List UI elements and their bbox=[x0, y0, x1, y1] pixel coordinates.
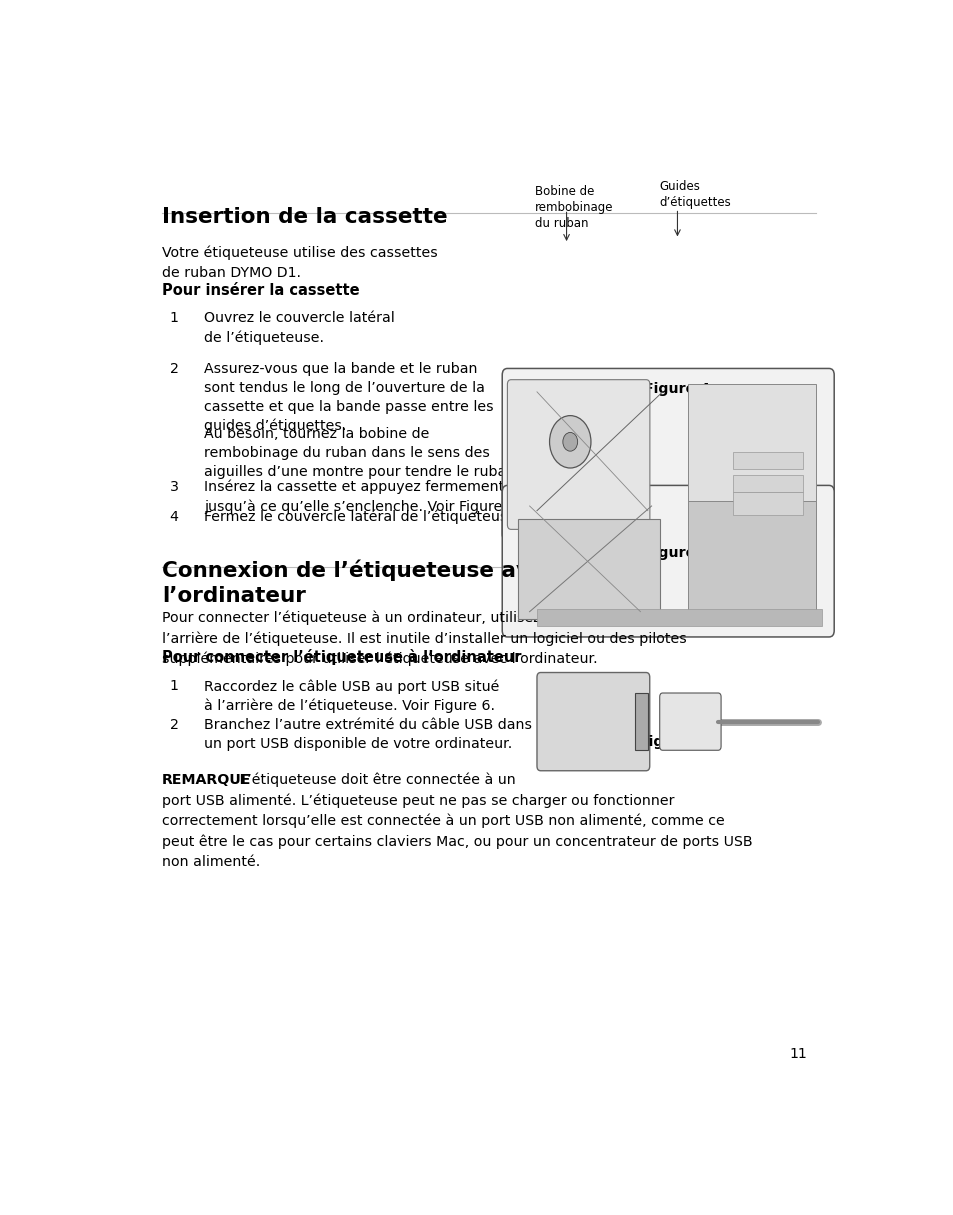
FancyBboxPatch shape bbox=[501, 486, 833, 637]
Text: Branchez l’autre extrémité du câble USB dans
un port USB disponible de votre ord: Branchez l’autre extrémité du câble USB … bbox=[204, 718, 532, 751]
FancyBboxPatch shape bbox=[537, 673, 649, 770]
FancyBboxPatch shape bbox=[659, 693, 720, 750]
Circle shape bbox=[562, 433, 577, 451]
Text: supplémentaires pour utiliser l’étiqueteuse avec l’ordinateur.: supplémentaires pour utiliser l’étiquete… bbox=[162, 652, 598, 667]
Text: 1: 1 bbox=[170, 311, 178, 326]
Text: l’ordinateur: l’ordinateur bbox=[162, 586, 306, 605]
Bar bbox=[687, 502, 816, 621]
Text: 11: 11 bbox=[788, 1047, 806, 1061]
Text: non alimenté.: non alimenté. bbox=[162, 855, 260, 869]
Bar bbox=[732, 475, 802, 492]
Text: Figure 4: Figure 4 bbox=[644, 382, 710, 396]
FancyBboxPatch shape bbox=[501, 368, 833, 541]
Text: Connexion de l’étiqueteuse avec: Connexion de l’étiqueteuse avec bbox=[162, 559, 557, 581]
Text: REMARQUE: REMARQUE bbox=[162, 773, 252, 786]
Text: Insertion de la cassette: Insertion de la cassette bbox=[162, 207, 447, 227]
Text: 4: 4 bbox=[170, 510, 178, 524]
Bar bbox=[687, 384, 816, 525]
Text: Insérez la cassette et appuyez fermement
jusqu’à ce qu’elle s’enclenche. Voir Fi: Insérez la cassette et appuyez fermement… bbox=[204, 480, 520, 514]
Text: Votre étiqueteuse utilise des cassettes: Votre étiqueteuse utilise des cassettes bbox=[162, 245, 437, 260]
Text: correctement lorsqu’elle est connectée à un port USB non alimenté, comme ce: correctement lorsqu’elle est connectée à… bbox=[162, 814, 724, 829]
Text: Pour connecter l’étiqueteuse à l’ordinateur: Pour connecter l’étiqueteuse à l’ordinat… bbox=[162, 649, 521, 665]
Text: Raccordez le câble USB au port USB situé
à l’arrière de l’étiqueteuse. Voir Figu: Raccordez le câble USB au port USB situé… bbox=[204, 679, 499, 713]
Bar bbox=[537, 609, 821, 626]
Circle shape bbox=[549, 416, 590, 468]
Text: 2: 2 bbox=[170, 362, 178, 375]
FancyBboxPatch shape bbox=[507, 379, 649, 530]
Text: Ouvrez le couvercle latéral
de l’étiqueteuse.: Ouvrez le couvercle latéral de l’étiquet… bbox=[204, 311, 395, 345]
Text: Bobine de
rembobinage
du ruban: Bobine de rembobinage du ruban bbox=[535, 185, 613, 230]
Text: Figure 6: Figure 6 bbox=[639, 735, 704, 750]
Text: de ruban DYMO D1.: de ruban DYMO D1. bbox=[162, 266, 301, 281]
Bar bbox=[732, 492, 802, 515]
Text: Pour insérer la cassette: Pour insérer la cassette bbox=[162, 283, 359, 299]
Text: 1: 1 bbox=[170, 679, 178, 693]
Text: Fermez le couvercle latéral de l’étiqueteuse.: Fermez le couvercle latéral de l’étiquet… bbox=[204, 510, 520, 524]
Text: 3: 3 bbox=[170, 480, 178, 493]
Text: Guides
d’étiquettes: Guides d’étiquettes bbox=[659, 180, 730, 209]
Text: Au besoin, tournez la bobine de
rembobinage du ruban dans le sens des
aiguilles : Au besoin, tournez la bobine de rembobin… bbox=[204, 428, 519, 479]
Text: Pour connecter l’étiqueteuse à un ordinateur, utilisez le connecteur USB situé à: Pour connecter l’étiqueteuse à un ordina… bbox=[162, 611, 728, 626]
Bar bbox=[518, 520, 659, 620]
Bar bbox=[635, 694, 648, 750]
Text: L’étiqueteuse doit être connectée à un: L’étiqueteuse doit être connectée à un bbox=[234, 773, 515, 787]
Text: Figure 5: Figure 5 bbox=[644, 547, 710, 560]
Text: peut être le cas pour certains claviers Mac, ou pour un concentrateur de ports U: peut être le cas pour certains claviers … bbox=[162, 835, 752, 849]
Text: l’arrière de l’étiqueteuse. Il est inutile d’installer un logiciel ou des pilote: l’arrière de l’étiqueteuse. Il est inuti… bbox=[162, 632, 686, 646]
Bar bbox=[732, 452, 802, 469]
Text: Assurez-vous que la bande et le ruban
sont tendus le long de l’ouverture de la
c: Assurez-vous que la bande et le ruban so… bbox=[204, 362, 494, 434]
Text: port USB alimenté. L’étiqueteuse peut ne pas se charger ou fonctionner: port USB alimenté. L’étiqueteuse peut ne… bbox=[162, 793, 674, 808]
Text: 2: 2 bbox=[170, 718, 178, 733]
